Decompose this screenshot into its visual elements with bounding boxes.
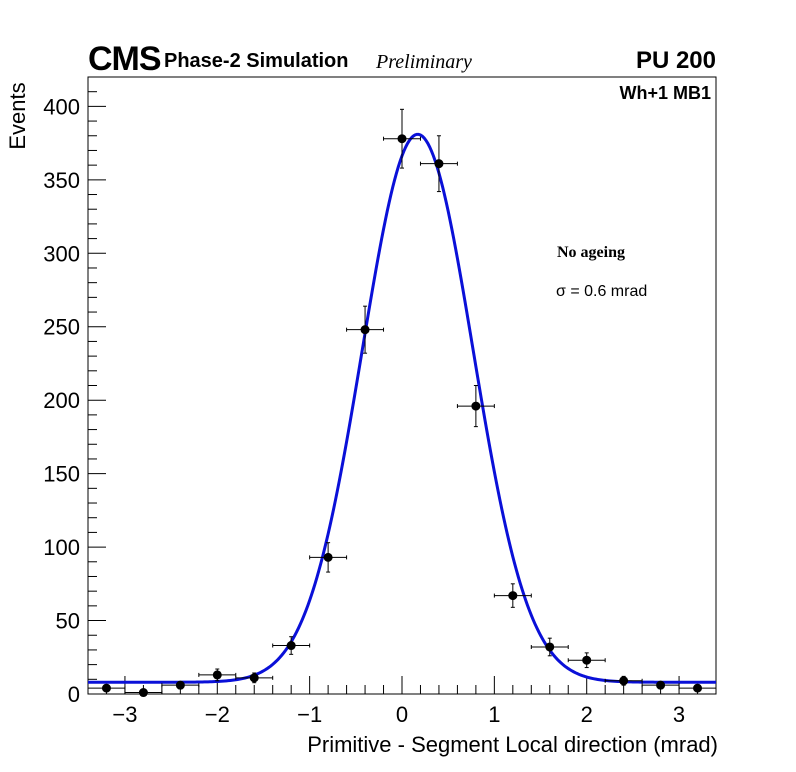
x-tick-label: −3 (112, 702, 137, 727)
data-marker (434, 159, 443, 168)
data-marker (287, 641, 296, 650)
status-label: Preliminary (376, 51, 472, 74)
data-point (310, 543, 347, 572)
data-marker (471, 402, 480, 411)
condition-label: No ageing (557, 244, 625, 262)
data-point (125, 688, 162, 697)
data-point (605, 676, 642, 685)
data-marker (176, 681, 185, 690)
data-marker (398, 134, 407, 143)
y-tick-label: 250 (43, 315, 80, 340)
experiment-label: CMS (88, 40, 161, 79)
y-axis: 0 50 100 150 200 250 300 350 400 (43, 77, 106, 707)
y-tick-label: 200 (43, 388, 80, 413)
subtitle-label: Phase-2 Simulation (164, 50, 349, 73)
data-point (347, 306, 384, 353)
data-point (88, 684, 125, 693)
x-axis-label: Primitive - Segment Local direction (mra… (307, 732, 718, 758)
data-marker (139, 688, 148, 697)
x-tick-label: 0 (396, 702, 408, 727)
data-points (88, 109, 716, 697)
x-tick-label: −2 (205, 702, 230, 727)
data-point (531, 638, 568, 656)
data-point (273, 637, 310, 655)
y-tick-label: 350 (43, 168, 80, 193)
y-tick-label: 300 (43, 241, 80, 266)
sigma-label: σ = 0.6 mrad (556, 283, 647, 301)
data-marker (213, 670, 222, 679)
plot-frame (88, 77, 716, 694)
data-marker (582, 656, 591, 665)
data-marker (656, 681, 665, 690)
data-marker (250, 673, 259, 682)
data-marker (324, 553, 333, 562)
y-tick-label: 50 (56, 609, 80, 634)
y-tick-label: 100 (43, 535, 80, 560)
data-marker (508, 591, 517, 600)
x-tick-label: −1 (297, 702, 322, 727)
y-tick-label: 0 (68, 682, 80, 707)
data-point (568, 653, 605, 668)
data-point (384, 109, 421, 168)
x-tick-label: 1 (488, 702, 500, 727)
x-tick-label: 3 (673, 702, 685, 727)
data-marker (102, 684, 111, 693)
fit-curve-group (88, 134, 716, 682)
y-axis-label: Events (5, 82, 31, 149)
data-point (679, 684, 716, 693)
data-marker (545, 642, 554, 651)
data-point (420, 136, 457, 192)
y-tick-label: 150 (43, 462, 80, 487)
data-marker (361, 325, 370, 334)
pileup-label: PU 200 (636, 47, 716, 75)
x-tick-label: 2 (581, 702, 593, 727)
data-marker (693, 684, 702, 693)
chart-canvas: −3 −2 −1 0 1 2 3 0 50 100 150 200 250 300 350 400 (0, 0, 796, 772)
y-tick-label: 400 (43, 94, 80, 119)
data-point (236, 673, 273, 683)
data-marker (619, 676, 628, 685)
gaussian-fit-curve (88, 134, 716, 682)
data-point (457, 386, 494, 427)
chamber-label: Wh+1 MB1 (619, 83, 711, 104)
